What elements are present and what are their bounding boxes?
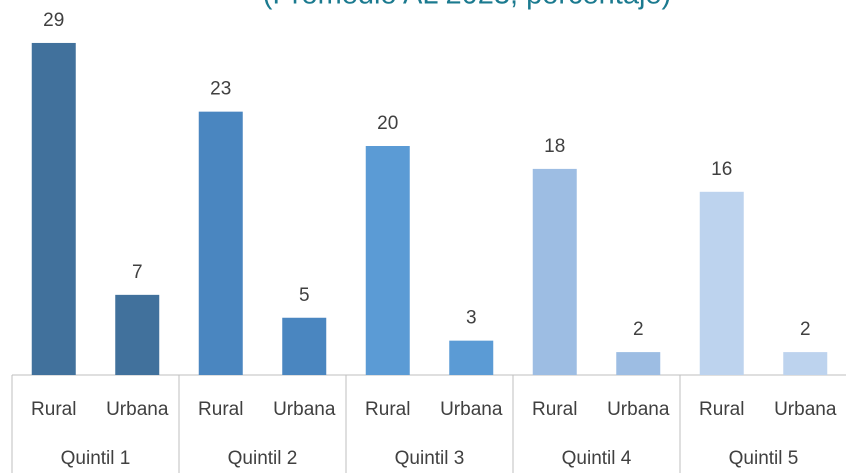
value-label: 5: [299, 285, 310, 306]
value-label: 29: [43, 10, 64, 31]
value-label: 2: [800, 319, 811, 340]
value-label: 20: [377, 113, 398, 134]
bar: [115, 294, 160, 375]
x-tick-label: Urbana: [440, 399, 503, 420]
x-tick-label: Urbana: [774, 399, 837, 420]
x-tick-label: Rural: [532, 399, 577, 420]
bar: [282, 317, 327, 375]
value-label: 18: [544, 136, 565, 157]
x-tick-label: Rural: [365, 399, 410, 420]
chart-subtitle: (Promedio AL 2023, porcentaje): [263, 0, 671, 11]
group-label: Quintil 3: [395, 448, 465, 469]
bar: [699, 191, 744, 375]
x-tick-label: Urbana: [273, 399, 336, 420]
value-label: 7: [132, 262, 143, 283]
bar: [532, 168, 577, 375]
bar: [365, 146, 410, 375]
value-label: 2: [633, 319, 644, 340]
group-label: Quintil 2: [228, 448, 298, 469]
value-label: 23: [210, 79, 231, 100]
value-label: 16: [711, 159, 732, 180]
x-tick-label: Urbana: [106, 399, 169, 420]
group-label: Quintil 4: [562, 448, 632, 469]
group-label: Quintil 5: [729, 448, 799, 469]
bar: [783, 352, 828, 375]
bar: [198, 111, 243, 376]
bar: [449, 340, 494, 375]
bar: [616, 352, 661, 375]
value-label: 3: [466, 308, 477, 329]
x-tick-label: Rural: [699, 399, 744, 420]
x-tick-label: Rural: [198, 399, 243, 420]
x-tick-label: Urbana: [607, 399, 670, 420]
x-tick-label: Rural: [31, 399, 76, 420]
group-label: Quintil 1: [61, 448, 131, 469]
bar: [31, 42, 76, 375]
